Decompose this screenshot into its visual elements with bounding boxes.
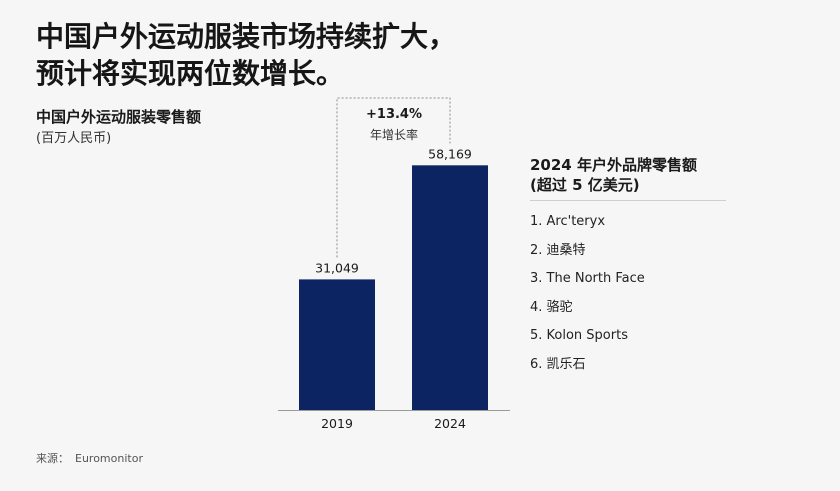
brand-item: 6. 凯乐石 [530,356,586,372]
bar-2019 [299,279,375,410]
brand-ranking-title-line-1: 2024 年户外品牌零售额 [530,156,697,174]
source-note: 来源： Euromonitor [36,450,149,466]
source-name: Euromonitor [75,452,143,465]
growth-rate-value: +13.4% [366,107,422,122]
brand-item: 5. Kolon Sports [530,328,628,343]
brand-ranking-divider [530,200,726,201]
growth-annotation: +13.4% 年增长率 [338,107,450,143]
chart-title: 中国户外运动服装零售额 [36,108,202,126]
growth-rate-label: 年增长率 [369,128,418,142]
brand-ranking-list: 1. Arc'teryx 2. 迪桑特 3. The North Face 4.… [530,212,645,383]
brand-item: 1. Arc'teryx [530,214,606,229]
brand-item: 4. 骆驼 [530,299,573,315]
data-label-2019: 31,049 [315,260,359,275]
headline: 中国户外运动服装市场持续扩大， 预计将实现两位数增长。 [36,18,596,92]
x-tick-label-2024: 2024 [434,416,466,431]
brand-item: 2. 迪桑特 [530,242,586,258]
headline-line-2: 预计将实现两位数增长。 [36,57,345,90]
brand-ranking-title: 2024 年户外品牌零售额 (超过 5 亿美元) [530,155,730,195]
bar-2024 [412,165,488,410]
x-tick-label-2019: 2019 [321,416,353,431]
data-label-2024: 58,169 [428,146,472,161]
source-label: 来源： [36,452,69,465]
headline-line-1: 中国户外运动服装市场持续扩大， [36,20,457,53]
chart-unit-subtitle: (百万人民币) [36,131,112,146]
brand-ranking-title-line-2: (超过 5 亿美元) [530,176,640,194]
brand-item: 3. The North Face [530,271,645,286]
